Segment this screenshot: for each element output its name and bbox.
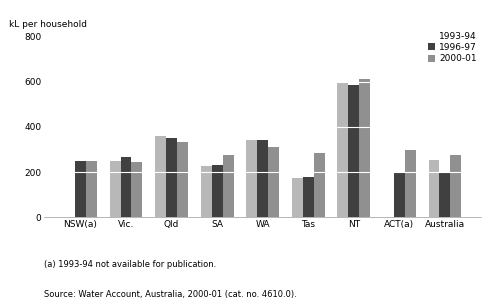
- Bar: [359, 79, 370, 217]
- Bar: [450, 155, 462, 217]
- Bar: [222, 155, 234, 217]
- Bar: [132, 162, 142, 217]
- Bar: [166, 138, 177, 217]
- Bar: [75, 161, 86, 217]
- Bar: [86, 161, 97, 217]
- Bar: [292, 178, 303, 217]
- Bar: [155, 136, 166, 217]
- Bar: [348, 85, 359, 217]
- Bar: [429, 160, 439, 217]
- Legend: 1993-94, 1996-97, 2000-01: 1993-94, 1996-97, 2000-01: [428, 32, 477, 63]
- Bar: [177, 142, 188, 217]
- Bar: [394, 173, 405, 217]
- Bar: [109, 161, 121, 217]
- Text: (a) 1993-94 not available for publication.: (a) 1993-94 not available for publicatio…: [44, 260, 217, 269]
- Text: kL per household: kL per household: [9, 20, 87, 29]
- Bar: [201, 166, 212, 217]
- Bar: [212, 165, 222, 217]
- Bar: [314, 153, 325, 217]
- Bar: [121, 157, 132, 217]
- Text: Source: Water Account, Australia, 2000-01 (cat. no. 4610.0).: Source: Water Account, Australia, 2000-0…: [44, 290, 297, 299]
- Bar: [257, 140, 268, 217]
- Bar: [337, 83, 348, 217]
- Bar: [405, 150, 416, 217]
- Bar: [303, 177, 314, 217]
- Bar: [268, 147, 279, 217]
- Bar: [439, 173, 450, 217]
- Bar: [246, 140, 257, 217]
